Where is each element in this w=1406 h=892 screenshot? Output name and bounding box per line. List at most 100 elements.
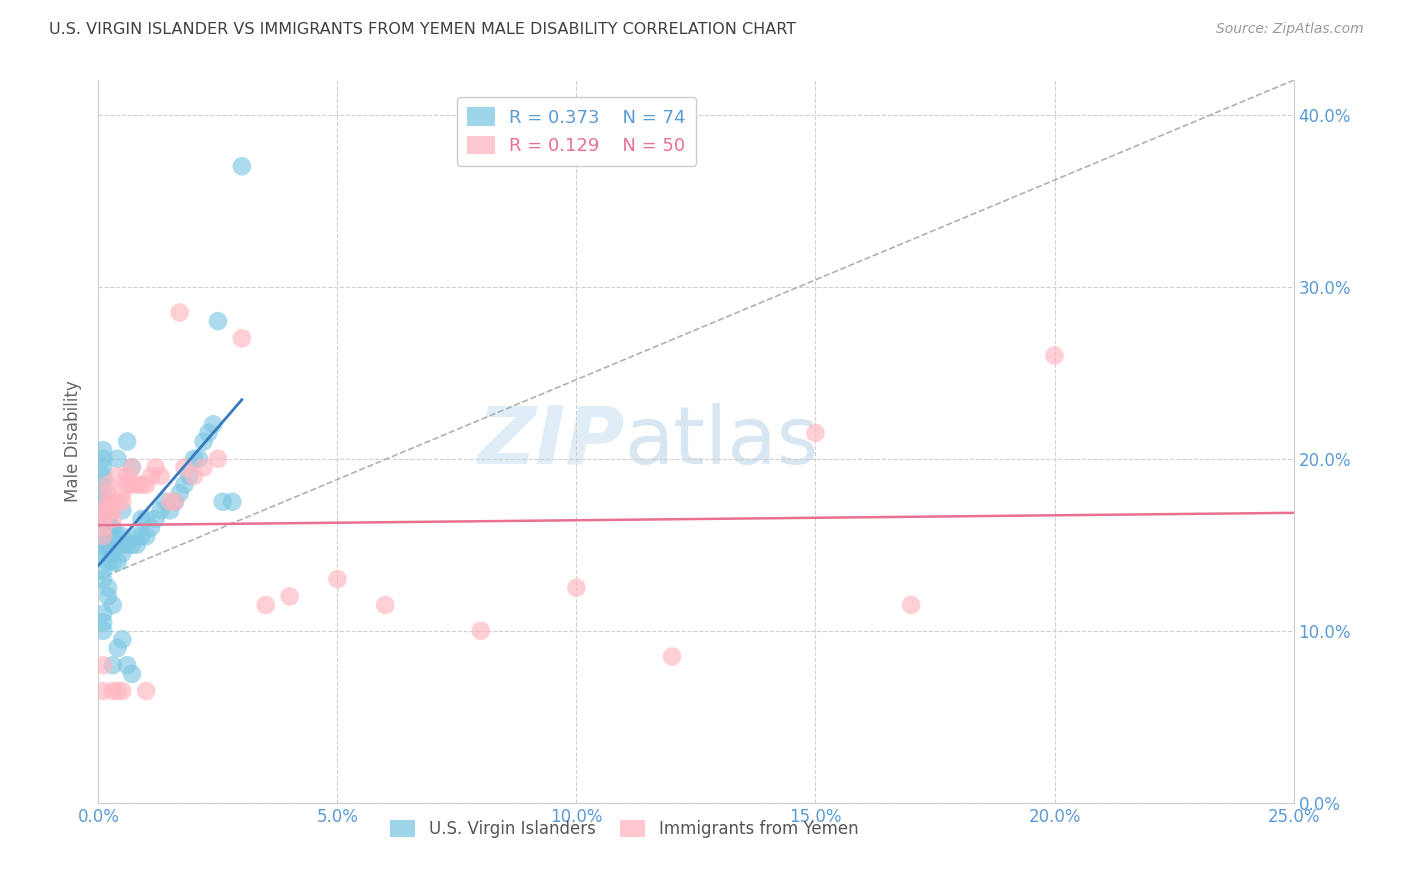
Point	[111, 684, 134, 698]
Point	[1043, 349, 1066, 363]
Point	[107, 494, 129, 508]
Point	[163, 494, 186, 508]
Point	[101, 684, 124, 698]
Point	[131, 512, 153, 526]
Point	[121, 666, 143, 681]
Point	[173, 477, 195, 491]
Point	[202, 417, 225, 432]
Point	[197, 425, 219, 440]
Point	[97, 512, 120, 526]
Point	[101, 512, 124, 526]
Point	[125, 529, 148, 543]
Point	[97, 555, 120, 569]
Point	[97, 538, 120, 552]
Point	[97, 477, 120, 491]
Point	[91, 520, 114, 534]
Text: U.S. VIRGIN ISLANDER VS IMMIGRANTS FROM YEMEN MALE DISABILITY CORRELATION CHART: U.S. VIRGIN ISLANDER VS IMMIGRANTS FROM …	[49, 22, 796, 37]
Point	[231, 331, 253, 345]
Point	[131, 529, 153, 543]
Point	[91, 503, 114, 517]
Point	[115, 477, 138, 491]
Point	[135, 684, 157, 698]
Point	[139, 520, 162, 534]
Point	[91, 624, 114, 638]
Point	[135, 529, 157, 543]
Point	[91, 443, 114, 458]
Point	[111, 503, 134, 517]
Point	[91, 684, 114, 698]
Point	[804, 425, 827, 440]
Point	[121, 538, 143, 552]
Point	[91, 572, 114, 586]
Point	[91, 503, 114, 517]
Point	[91, 460, 114, 475]
Point	[207, 451, 229, 466]
Point	[101, 555, 124, 569]
Point	[91, 658, 114, 673]
Point	[101, 494, 124, 508]
Point	[97, 546, 120, 560]
Point	[183, 469, 205, 483]
Point	[187, 451, 209, 466]
Point	[278, 590, 301, 604]
Point	[145, 512, 167, 526]
Point	[107, 529, 129, 543]
Point	[135, 477, 157, 491]
Point	[101, 538, 124, 552]
Text: ZIP: ZIP	[477, 402, 624, 481]
Point	[91, 529, 114, 543]
Point	[107, 538, 129, 552]
Point	[193, 460, 215, 475]
Point	[111, 538, 134, 552]
Point	[183, 451, 205, 466]
Point	[163, 494, 186, 508]
Point	[121, 460, 143, 475]
Point	[221, 494, 243, 508]
Point	[121, 477, 143, 491]
Point	[97, 581, 120, 595]
Point	[91, 564, 114, 578]
Point	[169, 305, 191, 319]
Point	[97, 486, 120, 500]
Point	[91, 538, 114, 552]
Point	[97, 590, 120, 604]
Point	[149, 469, 172, 483]
Point	[155, 494, 177, 508]
Point	[107, 469, 129, 483]
Point	[111, 546, 134, 560]
Point	[139, 469, 162, 483]
Text: Source: ZipAtlas.com: Source: ZipAtlas.com	[1216, 22, 1364, 37]
Point	[91, 615, 114, 630]
Point	[91, 520, 114, 534]
Point	[107, 451, 129, 466]
Point	[135, 512, 157, 526]
Point	[115, 538, 138, 552]
Point	[565, 581, 588, 595]
Point	[211, 494, 233, 508]
Point	[91, 529, 114, 543]
Point	[111, 529, 134, 543]
Point	[115, 469, 138, 483]
Point	[159, 494, 181, 508]
Y-axis label: Male Disability: Male Disability	[65, 381, 83, 502]
Point	[149, 503, 172, 517]
Point	[207, 314, 229, 328]
Point	[91, 486, 114, 500]
Point	[193, 434, 215, 449]
Point	[101, 598, 124, 612]
Point	[179, 469, 201, 483]
Point	[91, 494, 114, 508]
Point	[115, 658, 138, 673]
Point	[121, 460, 143, 475]
Point	[173, 460, 195, 475]
Point	[254, 598, 277, 612]
Point	[91, 451, 114, 466]
Point	[91, 512, 114, 526]
Point	[111, 494, 134, 508]
Legend: U.S. Virgin Islanders, Immigrants from Yemen: U.S. Virgin Islanders, Immigrants from Y…	[384, 814, 865, 845]
Point	[97, 494, 120, 508]
Point	[91, 546, 114, 560]
Point	[115, 434, 138, 449]
Text: atlas: atlas	[624, 402, 818, 481]
Point	[97, 503, 120, 517]
